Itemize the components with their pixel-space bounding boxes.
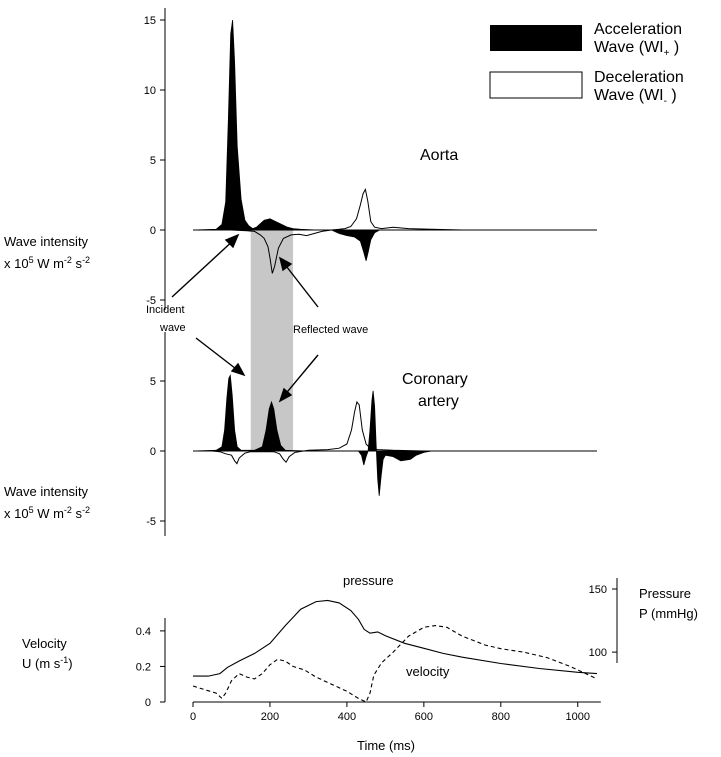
legend-acceleration-line1: Acceleration <box>594 21 682 38</box>
coronary-ylabel-line2: x 105 W m-2 s-2 <box>4 505 90 521</box>
legend-deceleration-swatch <box>489 71 583 99</box>
annotation-arrows <box>171 233 319 403</box>
incident-arrow-down-head <box>230 362 246 377</box>
aorta-ytick-label: 5 <box>150 155 156 167</box>
coronary-panel: -5 0 5 <box>146 332 597 536</box>
aorta-ytick-label: -5 <box>146 295 156 307</box>
aorta-ytick-label: 10 <box>144 85 156 97</box>
legend-deceleration-line2: Wave (WI- ) <box>594 87 677 107</box>
aorta-ylabel-line1: Wave intensity <box>4 234 89 249</box>
velocity-ytick-label: 0 <box>145 697 151 709</box>
incident-arrow-up <box>171 237 237 298</box>
legend-deceleration-line1: Deceleration <box>594 69 684 86</box>
coronary-ytick-label: -5 <box>146 516 156 528</box>
aorta-ylabel-line2: x 105 W m-2 s-2 <box>4 255 90 271</box>
time-xtick-label: 1000 <box>566 711 590 723</box>
time-xlabel: Time (ms) <box>357 738 415 753</box>
legend: Acceleration Wave (WI+ ) Deceleration Wa… <box>489 21 684 107</box>
velocity-ytick-label: 0.4 <box>136 626 151 638</box>
reflected-arrow-down <box>282 354 319 398</box>
velocity-pressure-panel: 0 0.2 0.4 0 200 400 600 800 1000 100 150 <box>136 578 618 723</box>
time-xtick-label: 200 <box>261 711 279 723</box>
aorta-panel: -5 0 5 10 15 <box>144 8 597 310</box>
coronary-series-deceleration-wave-wi- <box>193 400 597 465</box>
coronary-ytick-label: 0 <box>150 446 156 458</box>
reflected-arrow-up-head <box>278 256 293 272</box>
incident-wave-label-line2: wave <box>159 322 186 334</box>
aorta-series-acceleration-wave-negative <box>331 229 382 261</box>
reflected-wave-label: Reflected wave <box>293 324 368 336</box>
time-xtick-label: 600 <box>415 711 433 723</box>
pressure-ylabel-line2: P (mmHg) <box>639 606 698 621</box>
velocity-series-label: velocity <box>406 664 450 679</box>
aorta-ytick-label: 0 <box>150 225 156 237</box>
pressure-ytick-label: 150 <box>589 584 607 596</box>
coronary-series-acceleration-wave-late <box>367 390 432 496</box>
aorta-panel-label: Aorta <box>420 147 458 164</box>
coronary-series-acceleration-wave-late2 <box>357 450 369 466</box>
time-xtick-label: 0 <box>190 711 196 723</box>
velocity-ylabel-line1: Velocity <box>22 636 67 651</box>
incident-wave-label-line1: Incident <box>146 304 185 316</box>
aorta-series-acceleration-wave-wi- <box>192 19 597 231</box>
time-xtick-label: 400 <box>338 711 356 723</box>
reflected-arrow-down-head <box>278 387 293 403</box>
pressure-ytick-label: 100 <box>589 647 607 659</box>
coronary-series-acceleration-wave-wi- <box>192 374 597 452</box>
velocity-ytick-label: 0.2 <box>136 661 151 673</box>
coronary-panel-label-line2: artery <box>418 393 459 410</box>
velocity-ylabel-line2: U (m s-1) <box>22 655 73 671</box>
reflected-arrow-up <box>282 261 319 308</box>
incident-arrow-down <box>195 337 241 373</box>
pressure-line <box>193 599 598 677</box>
coronary-ytick-label: 5 <box>150 376 156 388</box>
time-xtick-label: 800 <box>492 711 510 723</box>
aorta-ytick-label: 15 <box>144 15 156 27</box>
coronary-panel-label-line1: Coronary <box>402 371 468 388</box>
aorta-series-deceleration-wave-wi- <box>193 187 597 274</box>
legend-acceleration-swatch <box>490 25 582 51</box>
coronary-ylabel-line1: Wave intensity <box>4 484 89 499</box>
legend-acceleration-line2: Wave (WI+ ) <box>594 39 679 59</box>
pressure-ylabel-line1: Pressure <box>639 586 691 601</box>
incident-arrow-up-head <box>224 233 240 249</box>
velocity-line <box>192 625 598 703</box>
pressure-series-label: pressure <box>343 573 394 588</box>
